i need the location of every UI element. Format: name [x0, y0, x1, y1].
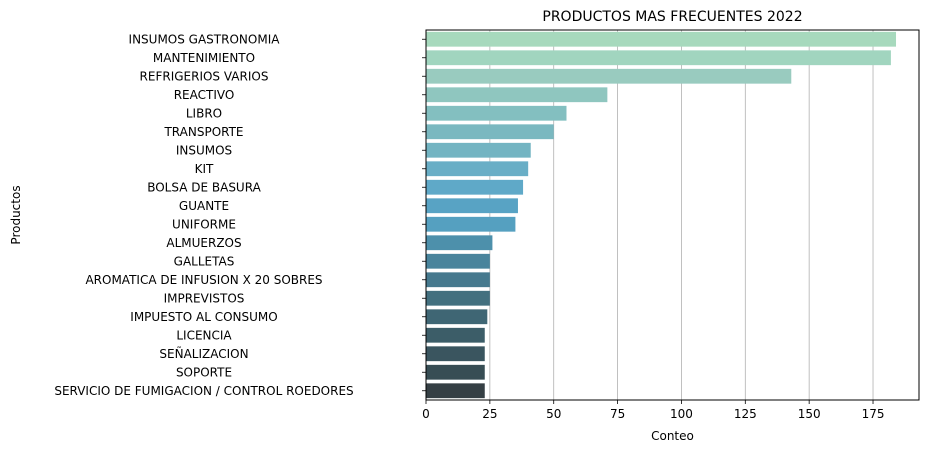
- bar: [426, 50, 891, 66]
- bar: [426, 31, 897, 47]
- x-tick-label: 0: [422, 407, 430, 421]
- y-tick-label: SERVICIO DE FUMIGACION / CONTROL ROEDORE…: [54, 384, 353, 398]
- x-gridlines: [425, 30, 874, 400]
- x-tick-label: 125: [734, 407, 757, 421]
- bar: [426, 68, 792, 84]
- x-axis-label: Conteo: [651, 429, 694, 443]
- y-tick-label: MANTENIMIENTO: [153, 51, 255, 65]
- bar: [426, 142, 531, 158]
- y-tick-label: AROMATICA DE INFUSION X 20 SOBRES: [85, 273, 322, 287]
- y-tick-label: IMPUESTO AL CONSUMO: [130, 310, 277, 324]
- y-tick-label: REFRIGERIOS VARIOS: [140, 69, 269, 83]
- x-tick-label: 150: [798, 407, 821, 421]
- y-tick-label: LIBRO: [186, 106, 222, 120]
- bar: [426, 383, 485, 399]
- bar: [426, 309, 488, 325]
- y-tick-label: GUANTE: [179, 199, 229, 213]
- x-axis-ticks: 0 25 50 75 100 125 150 175: [422, 400, 884, 421]
- y-tick-label: BOLSA DE BASURA: [147, 180, 261, 194]
- y-axis-label: Productos: [9, 185, 23, 244]
- plot-frame: [425, 29, 920, 401]
- chart-title: PRODUCTOS MAS FRECUENTES 2022: [542, 9, 802, 25]
- x-tick-label: 75: [610, 407, 625, 421]
- y-tick-label: REACTIVO: [174, 88, 235, 102]
- y-tick-label: INSUMOS: [176, 143, 232, 157]
- y-tick-label: INSUMOS GASTRONOMIA: [129, 32, 281, 46]
- x-tick-label: 175: [862, 407, 885, 421]
- bar: [426, 327, 485, 343]
- bar: [426, 179, 524, 195]
- bar: [426, 161, 529, 177]
- y-tick-label: ALMUERZOS: [166, 236, 241, 250]
- y-tick-label: SOPORTE: [176, 365, 232, 379]
- y-tick-label: UNIFORME: [172, 217, 236, 231]
- y-tick-label: IMPREVISTOS: [164, 291, 245, 305]
- x-tick-label: 50: [546, 407, 561, 421]
- bar: [426, 346, 485, 362]
- y-tick-label: SEÑALIZACION: [159, 346, 248, 361]
- bars: [426, 31, 897, 399]
- bar: [426, 253, 490, 269]
- y-axis-ticks: INSUMOS GASTRONOMIA MANTENIMIENTO REFRIGER…: [54, 32, 426, 398]
- y-tick-label: GALLETAS: [174, 254, 235, 268]
- bar: [426, 272, 490, 288]
- bar: [426, 105, 567, 121]
- x-tick-label: 100: [670, 407, 693, 421]
- bar: [426, 124, 554, 140]
- y-tick-label: KIT: [195, 162, 214, 176]
- bar: [426, 235, 493, 251]
- y-tick-label: LICENCIA: [176, 328, 232, 342]
- bar: [426, 198, 518, 214]
- bar: [426, 216, 516, 232]
- bar: [426, 364, 485, 380]
- x-tick-label: 25: [482, 407, 497, 421]
- bar: [426, 87, 608, 103]
- bar: [426, 290, 490, 306]
- y-tick-label: TRANSPORTE: [163, 125, 243, 139]
